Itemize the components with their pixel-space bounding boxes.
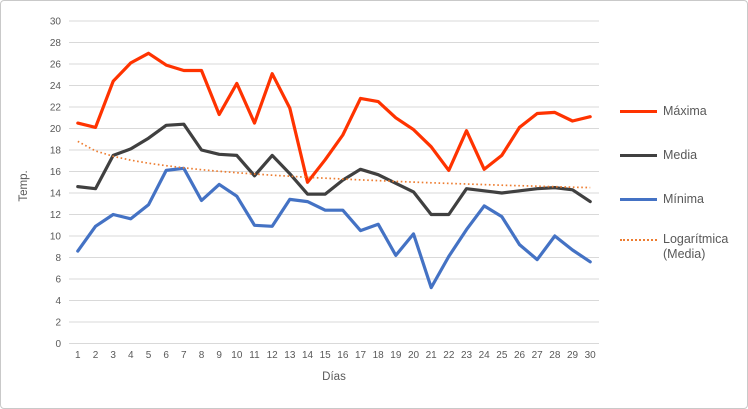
svg-text:16: 16 (337, 350, 349, 361)
x-axis-tick-labels: 1 2 3 4 5 6 7 8 9 10 11 12 13 14 15 16 17 18 19 20 21 22 23 24 2… (75, 350, 596, 361)
svg-text:17: 17 (355, 350, 367, 361)
svg-text:30: 30 (585, 350, 597, 361)
svg-text:4: 4 (55, 296, 61, 307)
x-axis-title: Días (322, 371, 346, 383)
svg-text:8: 8 (55, 253, 61, 264)
legend-label: Media (663, 147, 698, 162)
svg-text:24: 24 (50, 81, 62, 92)
svg-text:22: 22 (443, 350, 455, 361)
svg-text:7: 7 (181, 350, 187, 361)
svg-text:14: 14 (302, 350, 314, 361)
svg-text:1: 1 (75, 350, 81, 361)
legend-label: Mínima (663, 191, 704, 206)
svg-text:24: 24 (479, 350, 491, 361)
series-line-maxima[interactable] (76, 51, 592, 184)
legend-item-maxima[interactable]: Máxima (620, 101, 707, 121)
svg-text:18: 18 (50, 146, 62, 157)
svg-text:10: 10 (50, 232, 62, 243)
legend-item-logaritmica-media[interactable]: Logarítmica (Media) (620, 232, 728, 261)
svg-text:13: 13 (284, 350, 296, 361)
svg-text:29: 29 (567, 350, 579, 361)
svg-text:20: 20 (408, 350, 420, 361)
svg-text:0: 0 (55, 339, 61, 350)
svg-text:30: 30 (50, 17, 62, 28)
y-axis-title: Temp. (18, 170, 30, 202)
svg-text:6: 6 (163, 350, 169, 361)
svg-text:19: 19 (390, 350, 402, 361)
svg-text:5: 5 (146, 350, 152, 361)
gridlines (69, 20, 599, 344)
series-line-media[interactable] (76, 122, 592, 217)
minima-line-swatch (620, 197, 657, 201)
svg-text:27: 27 (532, 350, 544, 361)
legend-label: Máxima (663, 103, 707, 118)
legend-item-minima[interactable]: Mínima (620, 189, 704, 209)
maxima-line-swatch (620, 109, 657, 113)
svg-text:16: 16 (50, 167, 62, 178)
legend-item-media[interactable]: Media (620, 145, 697, 165)
svg-text:18: 18 (373, 350, 385, 361)
svg-text:6: 6 (55, 275, 61, 286)
svg-text:25: 25 (496, 350, 508, 361)
svg-text:9: 9 (216, 350, 222, 361)
svg-text:26: 26 (514, 350, 526, 361)
svg-text:28: 28 (549, 350, 561, 361)
legend-label: Logarítmica (Media) (663, 232, 729, 261)
series-line-logaritmica-media[interactable] (77, 140, 591, 189)
svg-text:10: 10 (231, 350, 243, 361)
series-line-minima[interactable] (76, 166, 592, 290)
svg-text:20: 20 (50, 124, 62, 135)
svg-text:28: 28 (50, 38, 62, 49)
media-line-swatch (620, 153, 657, 157)
svg-text:26: 26 (50, 60, 62, 71)
svg-text:23: 23 (461, 350, 473, 361)
svg-text:4: 4 (128, 350, 134, 361)
svg-text:14: 14 (50, 189, 62, 200)
svg-text:12: 12 (50, 210, 62, 221)
svg-text:15: 15 (320, 350, 332, 361)
svg-text:3: 3 (110, 350, 116, 361)
svg-text:11: 11 (249, 350, 260, 361)
svg-text:2: 2 (55, 318, 61, 329)
svg-text:2: 2 (93, 350, 99, 361)
svg-text:22: 22 (50, 103, 62, 114)
trendline-dotted-swatch (620, 239, 657, 241)
svg-text:8: 8 (199, 350, 205, 361)
svg-text:21: 21 (426, 350, 438, 361)
svg-text:12: 12 (267, 350, 279, 361)
